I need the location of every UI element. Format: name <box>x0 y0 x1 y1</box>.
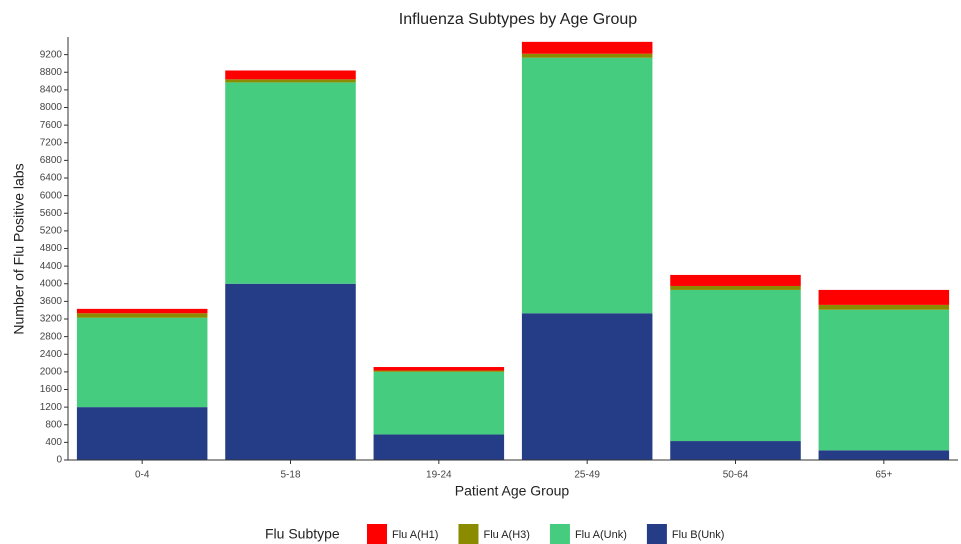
y-tick-label: 4000 <box>40 278 63 289</box>
bar-segment <box>670 274 801 286</box>
y-tick-label: 9200 <box>40 49 63 60</box>
y-tick-label: 800 <box>45 419 62 430</box>
bar-segment <box>225 79 356 83</box>
bar-segment <box>225 70 356 80</box>
y-tick-label: 3200 <box>40 314 63 325</box>
legend-swatch <box>549 524 570 544</box>
y-tick-label: 1200 <box>40 402 63 413</box>
x-tick-label: 19-24 <box>426 470 452 481</box>
bar-segment <box>373 371 505 435</box>
bar-segment <box>76 407 208 460</box>
y-tick-label: 4800 <box>40 243 63 254</box>
bar-segment <box>521 57 653 314</box>
bar-segment <box>818 309 950 451</box>
bar-segment <box>818 289 950 305</box>
y-tick-label: 2400 <box>40 349 63 360</box>
y-tick-label: 4400 <box>40 261 63 272</box>
bar-segment <box>670 441 801 460</box>
y-tick-label: 7200 <box>40 137 63 148</box>
chart-title: Influenza Subtypes by Age Group <box>399 11 637 28</box>
y-tick-label: 6800 <box>40 155 63 166</box>
y-tick-label: 7600 <box>40 120 63 131</box>
bar-segment <box>225 283 356 460</box>
y-tick-label: 0 <box>56 455 62 466</box>
y-axis-label: Number of Flu Positive labs <box>11 163 27 334</box>
bar-segment <box>76 313 208 318</box>
y-tick-label: 8800 <box>40 67 63 78</box>
bar-segment <box>521 41 653 54</box>
y-tick-label: 2000 <box>40 367 63 378</box>
bar-segment <box>373 434 505 460</box>
y-tick-label: 1600 <box>40 384 63 395</box>
legend-swatch <box>458 524 479 544</box>
legend-label: Flu B(Unk) <box>672 529 725 541</box>
bar-segment <box>818 450 950 460</box>
x-tick-label: 5-18 <box>280 470 300 481</box>
legend-title: Flu Subtype <box>265 526 340 542</box>
y-tick-label: 2800 <box>40 331 63 342</box>
x-tick-label: 0-4 <box>135 470 150 481</box>
y-tick-label: 6000 <box>40 190 63 201</box>
bar-segment <box>373 370 505 372</box>
x-tick-label: 65+ <box>875 470 892 481</box>
bar-segment <box>818 304 950 310</box>
y-tick-label: 8400 <box>40 85 63 96</box>
x-tick-label: 50-64 <box>723 470 749 481</box>
legend-swatch <box>367 524 387 544</box>
bar-segment <box>521 53 653 58</box>
legend-swatch <box>646 524 667 544</box>
legend-label: Flu A(H3) <box>483 529 529 541</box>
y-tick-label: 6400 <box>40 173 63 184</box>
bar-segment <box>670 289 801 442</box>
y-tick-label: 8000 <box>40 102 63 113</box>
bar-segment <box>76 317 208 408</box>
bar-segment <box>76 308 208 314</box>
y-tick-label: 3600 <box>40 296 63 307</box>
y-tick-label: 5600 <box>40 208 63 219</box>
x-tick-label: 25-49 <box>574 470 600 481</box>
x-axis-label: Patient Age Group <box>455 483 570 499</box>
legend-label: Flu A(H1) <box>392 529 438 541</box>
bar-segment <box>521 313 653 460</box>
bar-segment <box>225 82 356 284</box>
y-tick-label: 5200 <box>40 226 63 237</box>
bar-segment <box>670 285 801 290</box>
bar-segment <box>373 367 505 371</box>
y-tick-label: 400 <box>45 437 62 448</box>
legend-label: Flu A(Unk) <box>575 529 627 541</box>
